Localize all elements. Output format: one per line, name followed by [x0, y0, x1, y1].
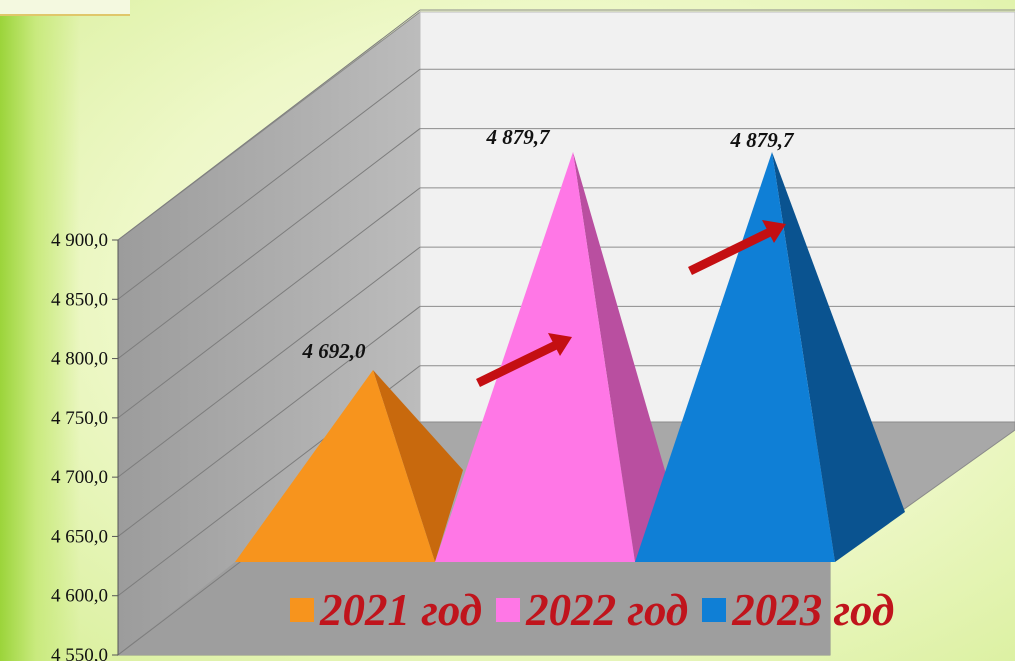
grid-line-side: [117, 9, 421, 241]
trend-arrow-1: [476, 333, 572, 388]
grid-line-side: [117, 68, 421, 300]
legend-item-2023: 2023 год: [702, 584, 894, 636]
grid-line-side: [117, 306, 421, 537]
left-decorative-band: [0, 0, 80, 661]
data-label: 4 879,7: [486, 125, 552, 149]
grid-line-side: [117, 246, 421, 478]
grid-line-side: [117, 128, 421, 359]
pyramid-front-face: [235, 370, 435, 562]
legend-item-2021: 2021 год: [290, 584, 482, 636]
y-tick-label: 4 900,0: [51, 230, 108, 251]
data-label: 4 879,7: [730, 128, 796, 152]
y-axis: 4 550,0 4 600,0 4 650,0 4 700,0 4 750,0 4 800…: [51, 230, 119, 661]
pyramid-2021: [235, 370, 463, 562]
y-tick-label: 4 650,0: [51, 526, 108, 547]
legend-swatch-2021: [290, 598, 314, 622]
y-tick-label: 4 600,0: [51, 586, 108, 607]
pyramid-side-face: [573, 152, 672, 562]
grid-line-side: [117, 187, 421, 419]
pyramid-side-face: [772, 152, 905, 562]
legend-label-2021: 2021 год: [320, 585, 483, 635]
pyramid-2023: [635, 152, 905, 562]
y-tick-label: 4 850,0: [51, 289, 108, 310]
data-label: 4 692,0: [302, 339, 367, 363]
data-labels: 4 692,0 4 879,7 4 879,7: [302, 125, 796, 363]
y-tick-label: 4 550,0: [51, 645, 108, 661]
pyramid-front-face: [635, 152, 835, 562]
trend-arrow-2: [688, 220, 786, 276]
pyramid-side-face: [373, 370, 463, 562]
legend-swatch-2022: [496, 598, 521, 622]
legend-label-2022: 2022 год: [526, 585, 689, 635]
legend-label-2023: 2023 год: [732, 585, 895, 635]
legend-swatch-2023: [702, 598, 727, 622]
legend: 2021 год 2022 год 2023 год: [290, 584, 908, 636]
floor-front-band: [118, 562, 830, 655]
legend-item-2022: 2022 год: [496, 584, 688, 636]
y-tick-label: 4 700,0: [51, 467, 108, 488]
y-tick-label: 4 800,0: [51, 349, 108, 370]
logo-corner: [0, 0, 130, 16]
y-tick-label: 4 750,0: [51, 408, 108, 429]
